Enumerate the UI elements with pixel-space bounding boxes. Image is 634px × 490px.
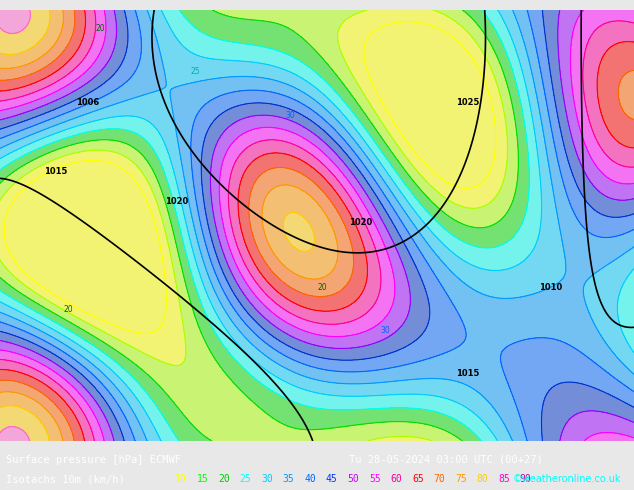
Text: 25: 25 [240, 474, 251, 484]
Text: 35: 35 [283, 474, 294, 484]
Text: 85: 85 [498, 474, 510, 484]
Text: 10: 10 [175, 474, 186, 484]
Text: 50: 50 [347, 474, 359, 484]
Text: 40: 40 [304, 474, 316, 484]
Text: 45: 45 [326, 474, 337, 484]
Text: 25: 25 [190, 68, 200, 76]
Text: 1015: 1015 [44, 167, 68, 175]
Text: 1025: 1025 [456, 98, 480, 107]
Text: 15: 15 [197, 474, 208, 484]
Text: 90: 90 [520, 474, 531, 484]
Text: 1015: 1015 [456, 369, 480, 378]
Text: 20: 20 [63, 305, 73, 314]
Text: ©weatheronline.co.uk: ©weatheronline.co.uk [513, 474, 621, 484]
Text: Tu 28-05-2024 03:00 UTC (00+27): Tu 28-05-2024 03:00 UTC (00+27) [349, 455, 543, 465]
Text: 30: 30 [380, 326, 390, 335]
Text: 30: 30 [285, 111, 295, 120]
Text: 1020: 1020 [165, 197, 188, 206]
Text: 1020: 1020 [349, 219, 372, 227]
Text: 20: 20 [218, 474, 230, 484]
Text: 1006: 1006 [76, 98, 100, 107]
Text: 75: 75 [455, 474, 467, 484]
Text: 55: 55 [369, 474, 380, 484]
Text: Isotachs 10m (km/h): Isotachs 10m (km/h) [6, 474, 125, 484]
Text: 70: 70 [434, 474, 445, 484]
Text: 80: 80 [477, 474, 488, 484]
Text: Surface pressure [hPa] ECMWF: Surface pressure [hPa] ECMWF [6, 455, 181, 465]
Text: 30: 30 [261, 474, 273, 484]
Text: 65: 65 [412, 474, 424, 484]
Text: 20: 20 [317, 283, 327, 292]
Text: 1010: 1010 [539, 283, 562, 292]
Text: 20: 20 [95, 24, 105, 33]
Text: 60: 60 [391, 474, 402, 484]
